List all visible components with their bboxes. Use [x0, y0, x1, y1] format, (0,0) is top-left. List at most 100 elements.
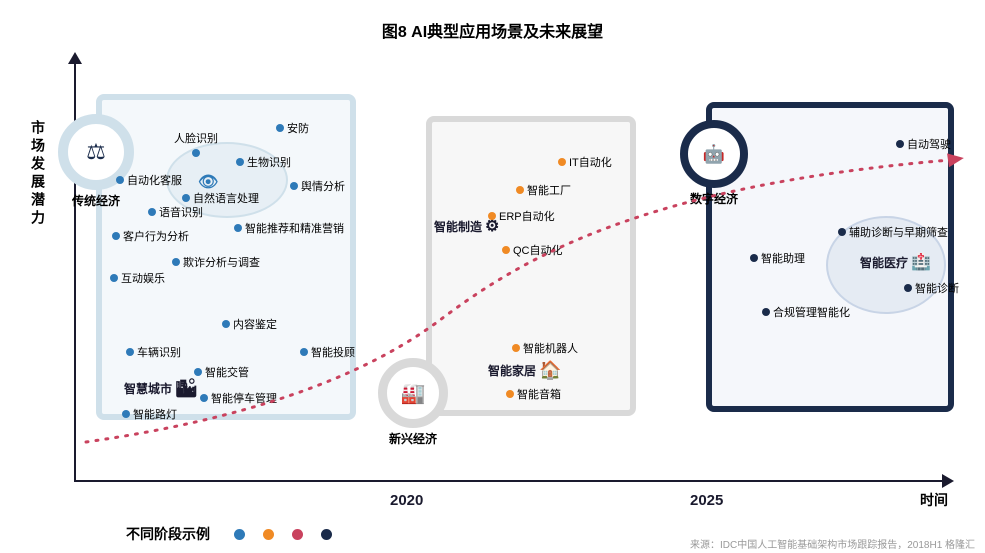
point-1: 人脸识别 [174, 130, 218, 157]
point-23: 自动驾驶 [896, 136, 951, 152]
point-dot [502, 246, 510, 254]
point-3: 自动化客服 [116, 172, 182, 188]
sector-smart-home: 智能家居🏠 [488, 360, 561, 381]
point-dot [276, 124, 284, 132]
point-21: 智能机器人 [512, 340, 578, 356]
point-26: 智能诊断 [904, 280, 959, 296]
point-dot [290, 182, 298, 190]
point-dot [896, 140, 904, 148]
point-label: 智能路灯 [133, 406, 177, 422]
x-axis-label: 时间 [920, 490, 948, 510]
point-dot [122, 410, 130, 418]
x-axis [74, 480, 944, 482]
point-dot [904, 284, 912, 292]
point-9: 欺诈分析与调查 [172, 254, 260, 270]
point-label: 生物识别 [247, 154, 291, 170]
point-label: 互动娱乐 [121, 270, 165, 286]
point-dot [506, 390, 514, 398]
category-emerging: 🏭新兴经济 [378, 358, 448, 447]
smart-city-label: 智慧城市 [124, 380, 172, 397]
smart-city-icon: 🏙 [175, 378, 198, 399]
point-dot [838, 228, 846, 236]
point-24: 辅助诊断与早期筛查 [838, 224, 948, 240]
point-dot [194, 368, 202, 376]
point-7: 客户行为分析 [112, 228, 189, 244]
emerging-label: 新兴经济 [389, 430, 437, 447]
point-4: 舆情分析 [290, 178, 345, 194]
point-13: 智能投顾 [300, 344, 355, 360]
point-dot [116, 176, 124, 184]
smart-home-label: 智能家居 [488, 362, 536, 379]
point-17: IT自动化 [558, 154, 612, 170]
point-dot [516, 186, 524, 194]
point-dot [172, 258, 180, 266]
point-label: 安防 [287, 120, 309, 136]
point-label: 语音识别 [159, 204, 203, 220]
point-label: 智能投顾 [311, 344, 355, 360]
point-label: QC自动化 [513, 242, 563, 258]
point-12: 车辆识别 [126, 344, 181, 360]
digital-icon: 🤖 [680, 120, 748, 188]
point-dot [512, 344, 520, 352]
point-label: 智能助理 [761, 250, 805, 266]
point-dot [192, 149, 200, 157]
legend-dot-0 [234, 529, 245, 540]
point-label: 智能停车管理 [211, 390, 277, 406]
point-dot [236, 158, 244, 166]
category-traditional: ⚖传统经济 [58, 114, 134, 209]
smart-med-icon: 🏥 [911, 252, 931, 272]
point-label: 智能推荐和精准营销 [245, 220, 344, 236]
point-dot [148, 208, 156, 216]
point-dot [750, 254, 758, 262]
point-dot [300, 348, 308, 356]
smart-med-label: 智能医疗 [860, 254, 908, 271]
point-15: 智能停车管理 [200, 390, 277, 406]
point-8: 智能推荐和精准营销 [234, 220, 344, 236]
y-axis-label: 市场发展潜力 [28, 120, 48, 228]
point-label: 欺诈分析与调查 [183, 254, 260, 270]
point-label: 车辆识别 [137, 344, 181, 360]
point-6: 语音识别 [148, 204, 203, 220]
point-dot [126, 348, 134, 356]
point-dot [762, 308, 770, 316]
point-14: 智能交管 [194, 364, 249, 380]
tick-2025: 2025 [690, 492, 723, 509]
chart-canvas: { "title": {"text":"图8 AI典型应用场景及未来展望","f… [0, 0, 985, 553]
point-27: 合规管理智能化 [762, 304, 850, 320]
tick-2020: 2020 [390, 492, 423, 509]
eye-icon: 👁 [198, 172, 218, 192]
point-label: 合规管理智能化 [773, 304, 850, 320]
point-label: 人脸识别 [174, 130, 218, 146]
point-dot [222, 320, 230, 328]
y-axis-arrow [68, 52, 82, 64]
point-16: 智能路灯 [122, 406, 177, 422]
point-label: 内容鉴定 [233, 316, 277, 332]
point-label: ERP自动化 [499, 208, 555, 224]
traditional-label: 传统经济 [72, 192, 120, 209]
point-label: 客户行为分析 [123, 228, 189, 244]
point-label: 自动驾驶 [907, 136, 951, 152]
point-dot [110, 274, 118, 282]
point-11: 内容鉴定 [222, 316, 277, 332]
legend-dot-2 [292, 529, 303, 540]
source-citation: 来源：IDC中国人工智能基础架构市场跟踪报告，2018H1 格隆汇 [690, 536, 975, 551]
point-dot [200, 394, 208, 402]
point-0: 安防 [276, 120, 309, 136]
point-19: ERP自动化 [488, 208, 555, 224]
x-axis-arrow [942, 474, 954, 488]
point-25: 智能助理 [750, 250, 805, 266]
smart-mfg-label: 智能制造 [434, 218, 482, 235]
chart-title: 图8 AI典型应用场景及未来展望 [0, 18, 985, 42]
point-10: 互动娱乐 [110, 270, 165, 286]
point-label: 智能机器人 [523, 340, 578, 356]
point-dot [112, 232, 120, 240]
point-20: QC自动化 [502, 242, 563, 258]
legend-dot-1 [263, 529, 274, 540]
point-label: 自动化客服 [127, 172, 182, 188]
point-label: 智能工厂 [527, 182, 571, 198]
legend-dot-3 [321, 529, 332, 540]
sector-smart-city: 智慧城市🏙 [124, 378, 198, 399]
sector-eye: 👁 [198, 172, 218, 192]
point-18: 智能工厂 [516, 182, 571, 198]
point-2: 生物识别 [236, 154, 291, 170]
